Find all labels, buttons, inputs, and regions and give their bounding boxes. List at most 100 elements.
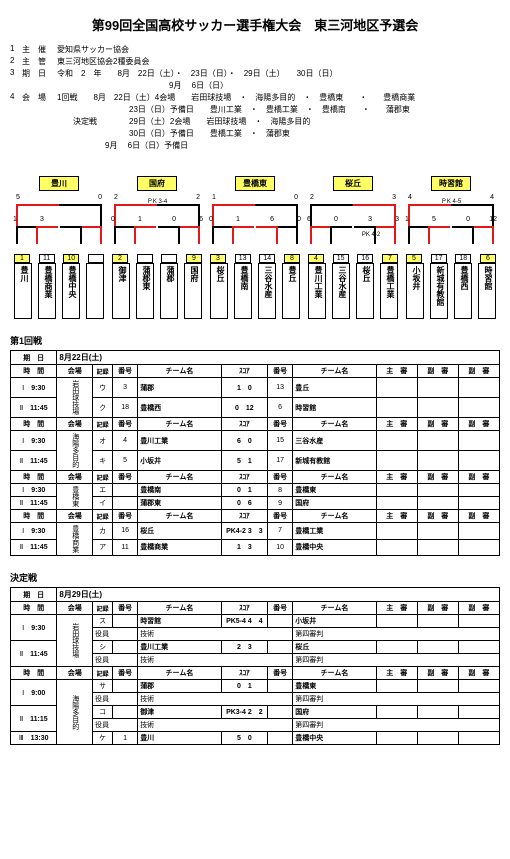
ref-cell — [458, 680, 499, 693]
header-num: 3 — [10, 68, 22, 79]
seed-cell: 5 — [406, 254, 422, 263]
seed-cell: 11 — [39, 254, 55, 263]
seed-cell: 3 — [210, 254, 226, 263]
team-cell: 豊川工業 — [138, 431, 221, 451]
score: 3 — [40, 216, 44, 223]
seed-cell: 9 — [186, 254, 202, 263]
num-cell: 3 — [113, 378, 138, 398]
col-ref: 副 審 — [458, 602, 499, 615]
score: 4 — [408, 194, 412, 201]
col-date: 期 日 — [11, 588, 57, 602]
team-cell: 豊橋中央 — [293, 732, 376, 745]
num-cell — [113, 615, 138, 628]
num-cell — [113, 484, 138, 497]
col-team: チーム名 — [293, 471, 376, 484]
venue-cell: 岩田球技場 — [57, 378, 93, 418]
score: 5 — [432, 216, 436, 223]
num-cell: 6 — [268, 398, 293, 418]
score-cell: 0 1 — [221, 484, 267, 497]
col-time: 時 間 — [11, 667, 57, 680]
header-content: 30日（日）予備日 豊橋工業 ・ 蒲郡東 — [57, 128, 500, 139]
tech-cell: 技術 — [138, 719, 293, 732]
venue-cell: 海陽多目的 — [57, 431, 93, 471]
col-num: 番号 — [113, 365, 138, 378]
team-name — [86, 263, 104, 319]
header-label — [22, 104, 57, 115]
score-cell: 6 0 — [221, 431, 267, 451]
team-name: 御津 — [112, 263, 130, 319]
col-team: チーム名 — [293, 418, 376, 431]
header-label: 主 催 — [22, 44, 57, 55]
match-num: Ⅱ 11:45 — [11, 641, 57, 667]
match-num: Ⅱ 11:45 — [11, 451, 57, 471]
score: 0 — [294, 194, 298, 201]
score: 2 — [196, 194, 200, 201]
record-cell: エ — [93, 484, 113, 497]
col-time: 時 間 — [11, 418, 57, 431]
seed-cell: 15 — [333, 254, 349, 263]
col-ref: 主 審 — [376, 471, 417, 484]
col-num: 番号 — [113, 510, 138, 523]
ref-cell — [417, 680, 458, 693]
num-cell — [268, 706, 293, 719]
date-header: 8月22日(土) — [57, 351, 500, 365]
team-name: 桜丘 — [210, 263, 228, 319]
score: 1 — [138, 216, 142, 223]
team-cell: 小坂井 — [293, 615, 376, 628]
col-team: チーム名 — [293, 602, 376, 615]
col-venue: 会場 — [57, 667, 93, 680]
team-name: 国府 — [184, 263, 202, 319]
seed-cell: 7 — [382, 254, 398, 263]
team-name: 豊川工業 — [308, 263, 326, 319]
record-cell: ア — [93, 539, 113, 556]
score-cell: 5 1 — [221, 451, 267, 471]
ref-cell — [417, 451, 458, 471]
team-name: 豊川 — [14, 263, 32, 319]
score: 6 — [307, 216, 311, 223]
ref-cell — [417, 641, 458, 654]
seed-cell: 17 — [431, 254, 447, 263]
num-cell: 9 — [268, 497, 293, 510]
team-cell: 豊橋西 — [138, 398, 221, 418]
num-cell — [268, 680, 293, 693]
score: 2 — [114, 194, 118, 201]
record-cell: シ — [93, 641, 113, 654]
score: 3 — [395, 216, 399, 223]
col-time: 時 間 — [11, 602, 57, 615]
header-num — [10, 104, 22, 115]
score-cell: 0 6 — [221, 497, 267, 510]
seed-cell: 2 — [112, 254, 128, 263]
col-ref: 主 審 — [376, 667, 417, 680]
score: 4 — [490, 194, 494, 201]
col-record: 記録 — [93, 667, 113, 680]
col-ref: 主 審 — [376, 602, 417, 615]
col-score: ｽｺｱ — [221, 602, 267, 615]
team-cell: 豊丘 — [293, 378, 376, 398]
team-cell: 時習館 — [138, 615, 221, 628]
header-num: 4 — [10, 92, 22, 103]
ref-cell — [376, 706, 417, 719]
bracket-lines: 2 2 ＰK 3-4 0 1 0 6 — [112, 194, 202, 254]
header-info: 1主 催愛知県サッカー協会2主 管東三河地区協会2種委員会3期 日令和 2 年 … — [10, 44, 500, 151]
record-cell: サ — [93, 680, 113, 693]
team-cell: 三谷水産 — [293, 431, 376, 451]
score-cell: 5 0 — [221, 732, 267, 745]
seed-cell: 18 — [455, 254, 471, 263]
header-label — [22, 116, 57, 127]
col-score: ｽｺｱ — [221, 365, 267, 378]
col-team: チーム名 — [138, 471, 221, 484]
team-cell: 蒲郡 — [138, 378, 221, 398]
num-cell — [113, 641, 138, 654]
match-num: Ⅰ 9:30 — [11, 378, 57, 398]
ref4-cell: 第四審判 — [293, 628, 500, 641]
pk-score: PK 4-2 — [362, 232, 380, 238]
team-cell: 桜丘 — [138, 523, 221, 540]
team-cell: 豊橋東 — [293, 680, 376, 693]
team-name: 豊橋工業 — [380, 263, 398, 319]
col-team: チーム名 — [138, 365, 221, 378]
team-name: 新城有教館 — [430, 263, 448, 319]
record-cell: イ — [93, 497, 113, 510]
bracket-winner: 時習館 — [431, 176, 471, 191]
col-team: チーム名 — [138, 418, 221, 431]
match-row: Ⅰ 9:00 海陽多目的 サ 蒲郡 0 1 豊橋東 — [11, 680, 500, 693]
